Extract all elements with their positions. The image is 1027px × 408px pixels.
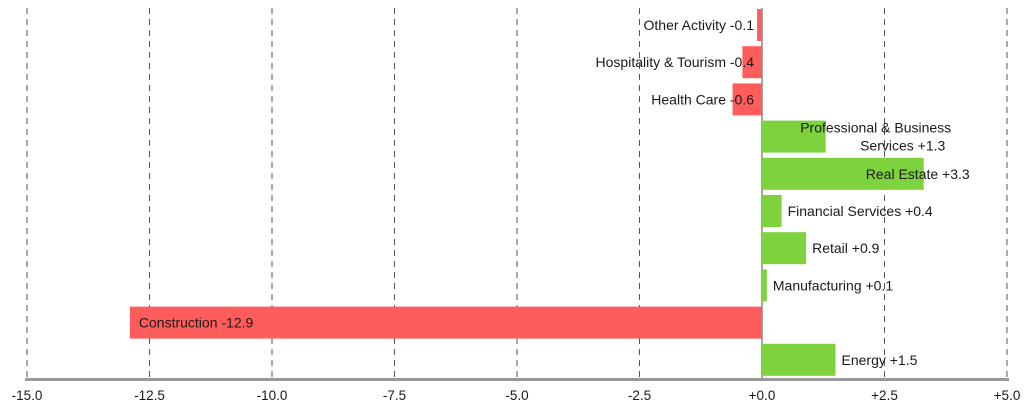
- x-tick-label: -15.0: [12, 388, 43, 403]
- bar: [762, 195, 782, 227]
- bar-label: Other Activity -0.1: [644, 17, 755, 33]
- bar: [762, 269, 767, 302]
- bar-label: Services +1.3: [860, 138, 945, 154]
- bar-labels: Other Activity -0.1 Hospitality & Tourism…: [139, 17, 970, 368]
- x-axis-line: [25, 378, 1009, 381]
- x-tick-label: -2.5: [628, 388, 651, 403]
- bar-label: Financial Services +0.4: [788, 203, 933, 219]
- x-tick-label: +5.0: [994, 388, 1021, 403]
- bar: [732, 83, 762, 116]
- bar: [762, 120, 826, 153]
- x-tick-label: -7.5: [383, 388, 406, 403]
- x-tick-label: -10.0: [257, 388, 288, 403]
- bars: [129, 9, 924, 376]
- x-tick-label: -12.5: [134, 388, 165, 403]
- x-tick-label: +2.5: [871, 388, 898, 403]
- bar: [762, 157, 924, 190]
- bar-label: Retail +0.9: [812, 240, 880, 256]
- bar: [757, 9, 762, 41]
- bar-label: Health Care -0.6: [651, 91, 754, 107]
- bar-label: Energy +1.5: [842, 352, 918, 368]
- x-tick-label: +0.0: [749, 388, 776, 403]
- bar-label: Construction -12.9: [139, 315, 254, 331]
- bar: [742, 46, 762, 79]
- x-tick-label: -5.0: [505, 388, 528, 403]
- bar-label: Hospitality & Tourism -0.4: [596, 54, 755, 70]
- bar: [762, 232, 807, 265]
- bar-label: Manufacturing +0.1: [773, 277, 893, 293]
- bar-label: Professional & Business: [800, 120, 951, 136]
- bar: [762, 343, 836, 376]
- bar-label: Real Estate +3.3: [866, 166, 970, 182]
- x-axis: -15.0 -12.5 -10.0 -7.5 -5.0 -2.5 +0.0 +2.5 +5.0: [12, 378, 1021, 403]
- bar: [129, 306, 762, 339]
